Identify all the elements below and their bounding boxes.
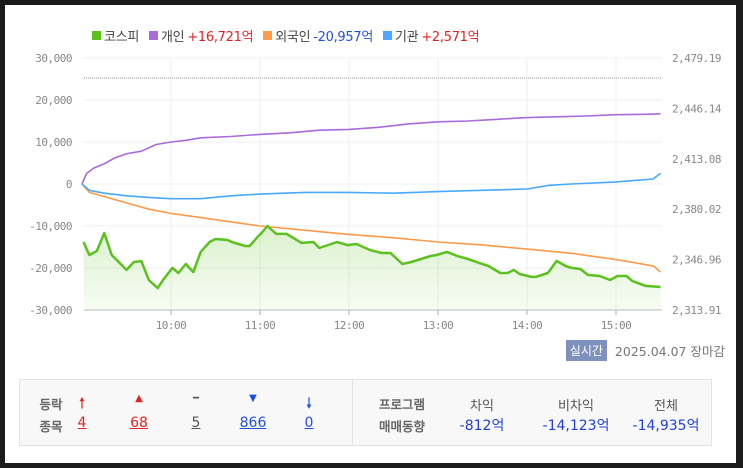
series-line-3: [82, 224, 661, 290]
program-total-header: 전체: [654, 399, 678, 414]
y-left-tick-label: -10,000: [29, 220, 72, 233]
y-right-tick-label: 2,380.02: [672, 203, 721, 216]
legend-kospi-label: 코스피: [104, 30, 139, 45]
fall-triangle-icon: ▼: [249, 393, 257, 404]
y-left-tick-label: 0: [66, 178, 72, 191]
series-line-0: [81, 113, 661, 185]
y-right-tick-label: 2,446.14: [672, 102, 722, 115]
advance-decline-label: 등락: [39, 397, 63, 412]
advance-decline-count[interactable]: 4: [77, 415, 87, 431]
x-tick-label: 10:00: [156, 319, 187, 332]
x-tick-label: 14:00: [512, 319, 543, 332]
x-tick-label: 12:00: [334, 319, 365, 332]
arbitrage-value: -812억: [459, 418, 505, 434]
y-right-tick-label: 2,346.96: [672, 254, 721, 267]
stocks-label: 종목: [39, 419, 63, 434]
advance-decline-count[interactable]: 68: [130, 415, 148, 431]
x-tick-label: 11:00: [245, 319, 276, 332]
legend-institution-label: 기관: [395, 30, 419, 45]
unchanged-dash-icon: ━: [192, 393, 200, 404]
kospi-area-fill: [83, 226, 661, 310]
realtime-badge[interactable]: 실시간: [565, 340, 607, 361]
upper-limit-arrow-icon: 🠕: [78, 394, 86, 412]
foreign-swatch-icon: [263, 31, 273, 40]
non-arbitrage-header: 비차익: [558, 399, 594, 414]
series-line-2: [81, 172, 661, 200]
legend-institution-value: +2,571억: [421, 30, 480, 45]
program-label: 프로그램: [378, 397, 425, 412]
y-right-tick-label: 2,413.08: [672, 153, 721, 166]
advance-decline-count[interactable]: 5: [191, 415, 201, 431]
market-summary-panel: 등락 종목 🠕 4 ▲ 68 ━ 5 ▼ 866 🠗 0 프로그램 매매동향 차익 -812억 비…: [19, 379, 712, 446]
rise-triangle-icon: ▲: [135, 393, 143, 404]
legend-individual[interactable]: 개인 +16,721억: [148, 26, 254, 45]
lower-limit-arrow-icon: 🠗: [305, 394, 313, 412]
chart-legend: 코스피 개인 +16,721억 외국인 -20,957억 기관 +2,571억: [92, 26, 480, 45]
x-tick-label: 13:00: [423, 319, 454, 332]
arbitrage-header: 차익: [470, 399, 494, 414]
x-tick-label: 15:00: [601, 319, 632, 332]
status-bar: 실시간 2025.04.07 장마감: [565, 340, 725, 361]
legend-individual-label: 개인: [160, 30, 185, 45]
panel-divider: [352, 380, 353, 445]
non-arbitrage-value: -14,123억: [542, 418, 610, 434]
advance-decline-count[interactable]: 866: [239, 415, 267, 431]
y-left-tick-label: 10,000: [35, 136, 72, 149]
y-right-tick-label: 2,313.91: [672, 304, 721, 317]
status-date: 2025.04.07: [614, 344, 687, 359]
legend-institution[interactable]: 기관 +2,571억: [383, 26, 480, 45]
legend-individual-value: +16,721억: [187, 30, 254, 45]
kospi-swatch-icon: [92, 31, 101, 40]
y-left-tick-label: 30,000: [35, 52, 72, 65]
y-left-tick-label: 20,000: [35, 94, 72, 107]
legend-foreign-label: 외국인: [275, 30, 311, 45]
advance-decline-count[interactable]: 0: [304, 415, 314, 431]
legend-foreign-value: -20,957억: [313, 30, 373, 45]
program-total-value: -14,935억: [632, 418, 700, 434]
legend-kospi[interactable]: 코스피: [92, 26, 139, 45]
investor-trend-chart: 30,000 20,000 10,000 0 -10,000 -20,000 -30,000…: [29, 52, 722, 332]
y-right-tick-label: 2,479.19: [672, 52, 721, 65]
program-trade-label: 매매동향: [378, 419, 425, 434]
individual-swatch-icon: [148, 31, 158, 40]
market-state: 장마감: [690, 344, 725, 359]
legend-foreign[interactable]: 외국인 -20,957억: [263, 26, 373, 45]
y-left-tick-label: -30,000: [29, 304, 72, 317]
institution-swatch-icon: [383, 31, 392, 40]
y-left-tick-label: -20,000: [29, 262, 72, 275]
